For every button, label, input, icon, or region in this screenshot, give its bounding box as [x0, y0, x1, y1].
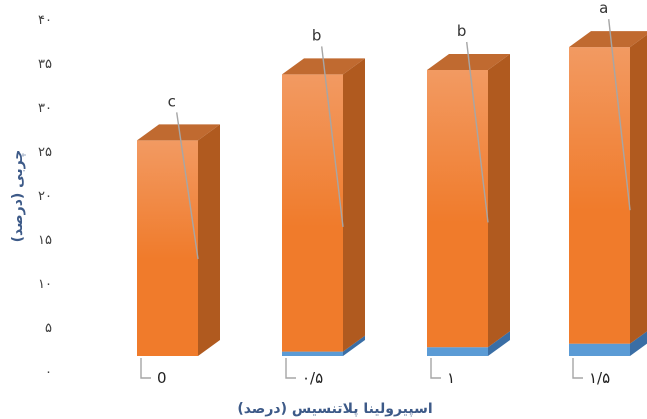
bar-base-side	[630, 331, 647, 356]
bar-top	[137, 124, 220, 141]
x-tick-label: ۰/۵	[302, 369, 323, 387]
y-tick-label: ۵	[45, 321, 52, 336]
y-tick-label: ۲۵	[38, 145, 52, 160]
bar-base-side	[343, 335, 365, 356]
bar-base-front	[427, 347, 488, 356]
bar-front	[427, 70, 488, 348]
bar-base-side	[488, 331, 510, 356]
significance-label: c	[168, 92, 176, 110]
category-leader	[430, 358, 441, 379]
x-axis-title: اسپیرولینا پلاتنسیس (درصد)	[237, 401, 432, 417]
x-tick-label: 0	[157, 369, 167, 387]
leader-line	[608, 19, 631, 211]
bar-base-front	[282, 351, 343, 356]
y-tick-label: ۳۰	[38, 101, 52, 116]
significance-label: b	[457, 22, 467, 40]
y-tick-label: ۳۵	[38, 57, 52, 72]
bar-group	[282, 58, 365, 356]
bar-side	[343, 58, 365, 352]
bar-group	[427, 54, 510, 356]
bars	[137, 31, 647, 357]
category-leader	[140, 358, 151, 379]
y-axis-title: چربی (درصد)	[10, 150, 26, 243]
y-tick-label: ۴۰	[38, 13, 52, 28]
significance-labels: c b b a	[168, 0, 609, 110]
bar-side	[630, 34, 647, 344]
leader-line	[321, 46, 344, 227]
significance-label: b	[312, 26, 322, 44]
y-tick-label: ۲۰	[38, 189, 52, 204]
bar-front	[282, 74, 343, 352]
bar-group	[569, 31, 647, 356]
bar-base-front	[569, 343, 630, 356]
y-tick-label: ۱۰	[38, 277, 52, 292]
category-leader	[572, 358, 583, 379]
bar-side	[488, 54, 510, 348]
significance-label: a	[599, 0, 608, 17]
x-axis-labels: 0 ۰/۵ ۱ ۱/۵	[140, 358, 610, 387]
y-axis-ticks: ۰ ۵ ۱۰ ۱۵ ۲۰ ۲۵ ۳۰ ۳۵ ۴۰	[38, 13, 52, 380]
bar-front	[569, 47, 630, 344]
leader-line	[466, 41, 489, 223]
y-tick-label: ۰	[45, 365, 52, 380]
bar-front	[137, 140, 198, 356]
bar-group	[137, 124, 220, 357]
bar-top	[569, 31, 647, 48]
y-tick-label: ۱۵	[38, 233, 52, 248]
x-tick-label: ۱	[447, 369, 455, 387]
x-tick-label: ۱/۵	[589, 369, 610, 387]
leader-lines	[176, 19, 631, 260]
category-leader	[285, 358, 296, 379]
bar-side	[198, 124, 220, 357]
leader-line	[176, 112, 199, 260]
